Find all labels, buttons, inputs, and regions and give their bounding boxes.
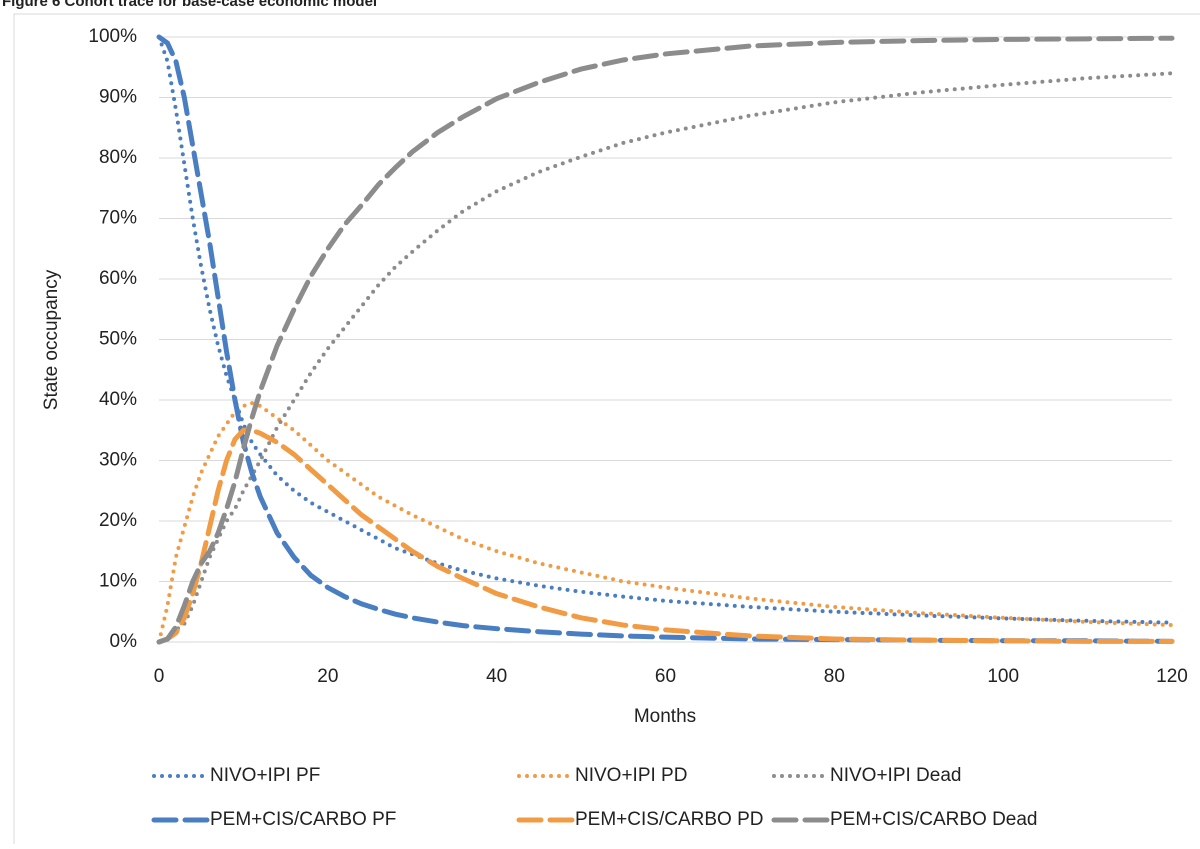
legend-label: PEM+CIS/CARBO Dead [830, 809, 1038, 830]
y-tick-label: 10% [99, 571, 137, 592]
chart-border [13, 13, 1200, 849]
y-tick-label: 40% [99, 389, 137, 410]
series-line [157, 35, 1174, 625]
y-tick-label: 30% [99, 450, 137, 471]
y-tick-label: 70% [99, 208, 137, 229]
y-axis-label: State occupancy [41, 269, 62, 410]
x-tick-label: 20 [317, 666, 338, 687]
x-tick-label: 80 [824, 666, 845, 687]
y-tick-label: 60% [99, 268, 137, 289]
legend-label: NIVO+IPI PD [575, 765, 687, 786]
y-tick-label: 90% [99, 87, 137, 108]
series-line [157, 400, 1174, 644]
series-line [157, 71, 1174, 644]
y-tick-label: 50% [99, 329, 137, 350]
x-tick-label: 40 [486, 666, 507, 687]
y-tick-label: 100% [88, 26, 137, 47]
x-tick-label: 100 [987, 666, 1019, 687]
chart-title: Figure 6 Cohort trace for base-case econ… [2, 0, 377, 10]
series-line [156, 427, 1175, 645]
x-tick-label: 60 [655, 666, 676, 687]
y-tick-label: 80% [99, 147, 137, 168]
legend-label: NIVO+IPI PF [210, 765, 320, 786]
legend-label: NIVO+IPI Dead [830, 765, 961, 786]
legend-label: PEM+CIS/CARBO PD [575, 809, 763, 830]
x-tick-label: 120 [1156, 666, 1188, 687]
x-tick-label: 0 [154, 666, 165, 687]
legend-label: PEM+CIS/CARBO PF [210, 809, 396, 830]
y-tick-label: 20% [99, 510, 137, 531]
y-tick-label: 0% [110, 631, 138, 652]
series-line [156, 35, 1175, 645]
series-line [156, 34, 1175, 644]
x-axis-label: Months [634, 706, 696, 727]
